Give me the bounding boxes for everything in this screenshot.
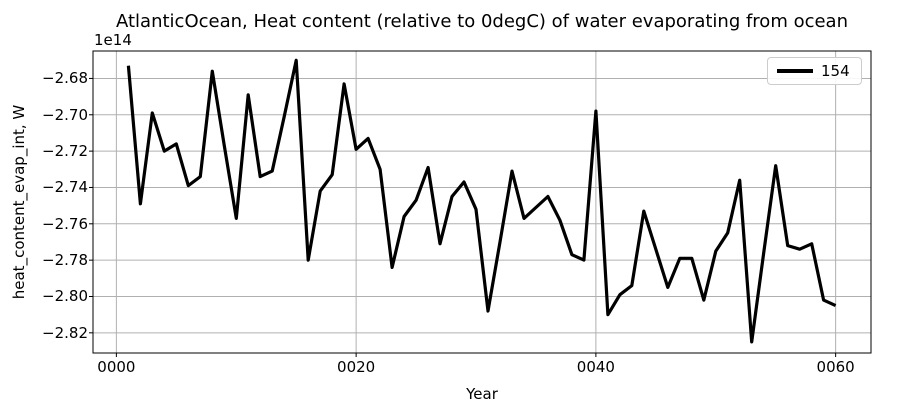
chart-title: AtlanticOcean, Heat content (relative to… bbox=[116, 11, 848, 32]
y-tick-label: −2.78 bbox=[42, 251, 88, 270]
legend-label: 154 bbox=[821, 62, 850, 80]
legend-line-sample bbox=[777, 69, 813, 73]
y-tick-label: −2.74 bbox=[42, 178, 88, 197]
x-tick-label: 0060 bbox=[816, 358, 855, 376]
y-tick-label: −2.80 bbox=[42, 287, 88, 306]
x-tick-label: 0040 bbox=[576, 358, 615, 376]
y-tick-label: −2.72 bbox=[42, 142, 88, 161]
y-tick-label: −2.82 bbox=[42, 323, 88, 342]
x-axis-label: Year bbox=[466, 385, 498, 403]
y-axis-offset-label: 1e14 bbox=[94, 31, 132, 49]
plot-border bbox=[92, 50, 872, 354]
data-line-154 bbox=[126, 58, 837, 344]
y-tick-label: −2.68 bbox=[42, 69, 88, 88]
y-tick-label: −2.70 bbox=[42, 105, 88, 124]
y-axis-label: heat_content_evap_int, W bbox=[10, 104, 28, 300]
legend: 154 bbox=[767, 57, 862, 85]
x-tick-label: 0020 bbox=[337, 358, 376, 376]
x-tick-label: 0000 bbox=[97, 358, 136, 376]
y-tick-label: −2.76 bbox=[42, 214, 88, 233]
